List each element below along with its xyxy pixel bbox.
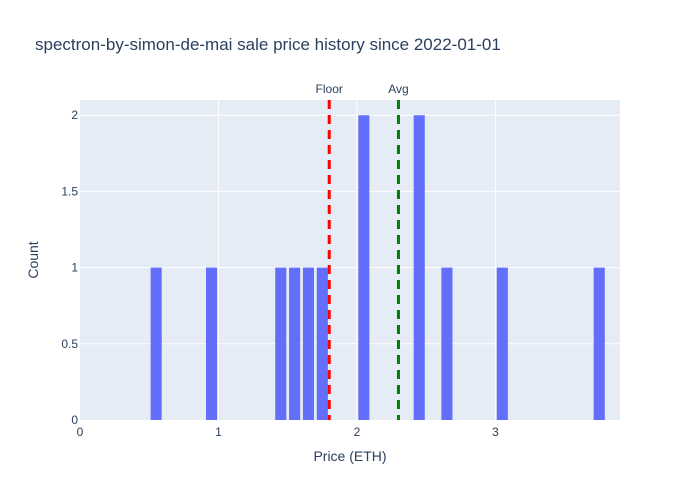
bars — [150, 115, 605, 420]
histogram-bar — [289, 267, 301, 420]
y-tick-label: 1.5 — [61, 184, 78, 198]
histogram-bar — [206, 267, 218, 420]
plot-area — [80, 100, 620, 420]
x-tick-label: 3 — [492, 425, 499, 439]
y-axis-title: Count — [25, 241, 41, 278]
histogram-bar — [358, 115, 370, 420]
histogram-bar — [593, 267, 605, 420]
avg-label: Avg — [388, 82, 408, 96]
histogram-bar — [496, 267, 508, 420]
y-tick-label: 0.5 — [61, 337, 78, 351]
y-tick-label: 2 — [71, 108, 78, 122]
y-axis-ticks: 0 0.5 1 1.5 2 — [61, 108, 78, 427]
x-axis-ticks: 0 1 2 3 — [77, 425, 499, 439]
grid — [80, 100, 620, 420]
histogram-bar — [275, 267, 287, 420]
histogram-bar — [150, 267, 162, 420]
floor-label: Floor — [316, 82, 343, 96]
reference-lines: Floor Avg — [316, 82, 409, 420]
histogram-bar — [302, 267, 314, 420]
x-tick-label: 1 — [215, 425, 222, 439]
x-axis-title: Price (ETH) — [313, 448, 386, 464]
x-tick-label: 2 — [354, 425, 361, 439]
histogram-bar — [316, 267, 328, 420]
y-tick-label: 0 — [71, 413, 78, 427]
histogram-bar — [413, 115, 425, 420]
chart-title: spectron-by-simon-de-mai sale price hist… — [35, 35, 501, 54]
histogram-bar — [441, 267, 453, 420]
x-tick-label: 0 — [77, 425, 84, 439]
y-tick-label: 1 — [71, 261, 78, 275]
